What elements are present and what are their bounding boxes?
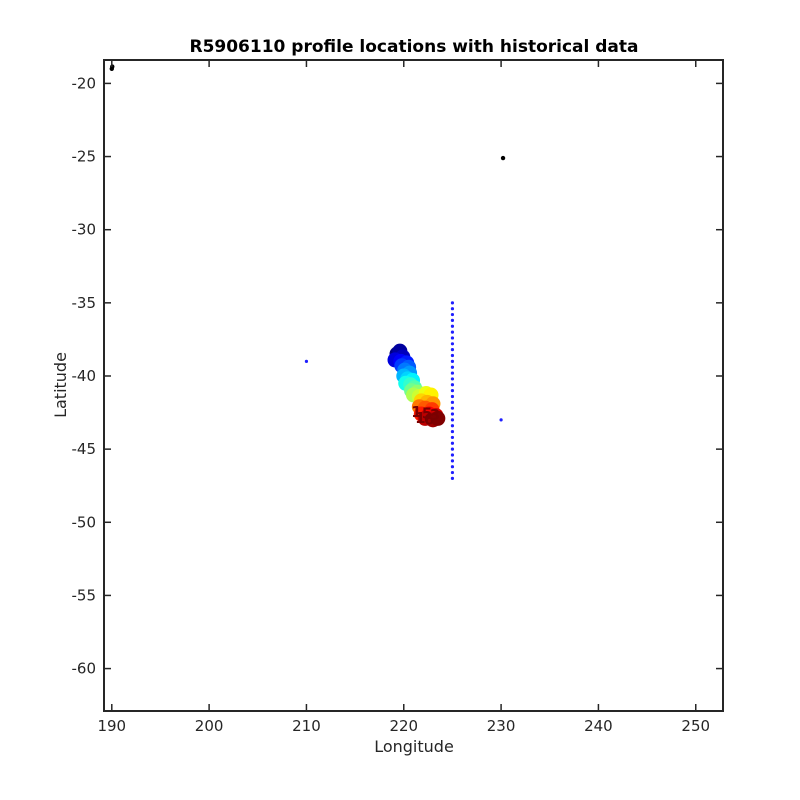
data-point	[450, 424, 455, 428]
data-point	[500, 155, 506, 161]
y-tick-label: -30	[72, 221, 97, 239]
data-point	[450, 394, 455, 399]
y-tick-label: -45	[72, 440, 97, 458]
y-tick-label: -55	[72, 586, 97, 604]
data-point	[450, 301, 455, 305]
profile-point	[430, 410, 446, 426]
data-point	[450, 459, 455, 463]
profile-label: 5	[422, 405, 432, 423]
data-point	[450, 465, 455, 469]
data-point	[450, 359, 455, 363]
data-point	[450, 342, 455, 346]
data-point	[450, 470, 455, 475]
x-tick-label: 250	[681, 717, 710, 735]
plot-frame	[103, 59, 724, 712]
data-point	[450, 429, 455, 434]
data-point	[450, 400, 455, 404]
x-tick-label: 210	[292, 717, 321, 735]
y-tick-label: -35	[72, 294, 97, 312]
data-point	[450, 453, 455, 457]
data-point	[450, 371, 455, 375]
data-point	[450, 312, 455, 317]
y-tick-label: -60	[72, 660, 97, 678]
data-point	[450, 406, 455, 410]
data-point	[304, 359, 309, 363]
data-point	[450, 353, 455, 358]
data-point	[450, 307, 455, 311]
x-tick-label: 190	[97, 717, 126, 735]
x-tick-label: 230	[487, 717, 516, 735]
data-point	[450, 389, 455, 393]
data-point	[450, 476, 455, 480]
data-point	[450, 447, 455, 451]
data-point	[450, 330, 455, 334]
data-point	[450, 377, 455, 381]
y-tick-label: -50	[72, 513, 97, 531]
data-point	[450, 365, 455, 369]
data-point	[499, 418, 503, 422]
y-axis-label: Latitude	[51, 352, 70, 418]
data-point	[450, 318, 455, 322]
data-point	[450, 383, 455, 387]
chart-title: R5906110 profile locations with historic…	[189, 37, 638, 57]
data-point	[450, 324, 455, 328]
data-point	[450, 412, 455, 416]
x-axis-label: Longitude	[374, 737, 454, 756]
y-tick-label: -25	[72, 148, 97, 166]
y-tick-label: -20	[72, 74, 97, 92]
data-point	[450, 441, 455, 445]
data-point	[450, 418, 455, 422]
profile-label: 3	[430, 406, 440, 424]
x-tick-label: 220	[389, 717, 418, 735]
data-point	[450, 348, 455, 352]
y-tick-label: -40	[72, 367, 97, 385]
x-tick-label: 240	[584, 717, 613, 735]
data-point	[450, 435, 455, 440]
profile-label: 1	[415, 409, 425, 427]
tick-layer: 190 200 210 220 230 240 250 -20 -25 -30 -35 -40 -45 -…	[72, 60, 723, 735]
data-point	[450, 336, 455, 340]
profile-label: 6	[424, 410, 434, 428]
x-tick-label: 200	[195, 717, 224, 735]
profile-label: 1	[411, 403, 421, 421]
